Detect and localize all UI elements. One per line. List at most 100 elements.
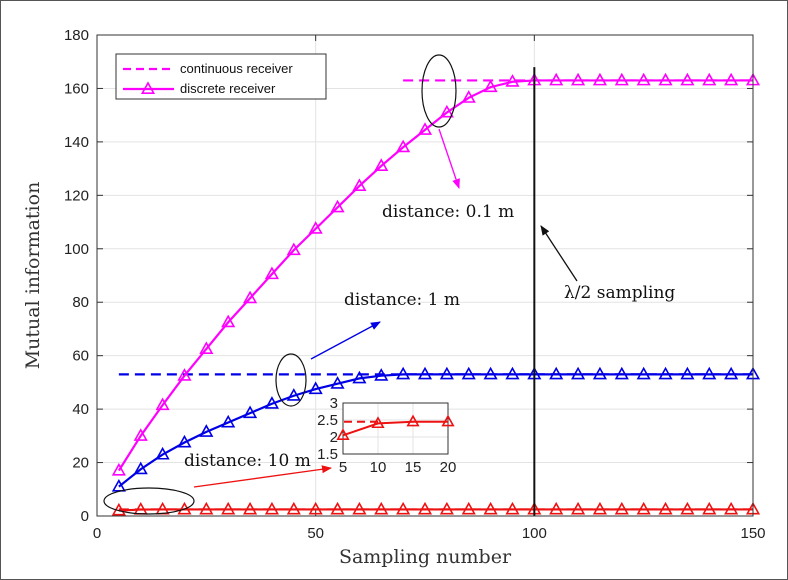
y-tick-label: 60 [72, 348, 89, 365]
data-point-marker [286, 242, 301, 256]
data-point-marker [724, 501, 739, 515]
data-point-marker [461, 501, 476, 515]
data-point-marker [461, 366, 476, 380]
inset-data-point [441, 414, 455, 427]
y-tick-label: 120 [64, 187, 89, 204]
y-tick-label: 180 [64, 27, 89, 44]
data-point-marker [439, 366, 454, 380]
annotation-label: distance: 1 m [344, 290, 460, 310]
inset-data-point [406, 414, 420, 427]
inset-data-point [336, 428, 350, 440]
data-point-marker [658, 501, 673, 515]
data-point-marker [417, 501, 433, 515]
data-point-marker [133, 461, 148, 475]
data-point-marker [680, 501, 695, 515]
legend-triangle-marker [140, 81, 156, 94]
data-point-marker [243, 290, 258, 304]
data-point-marker [177, 501, 192, 515]
data-point-marker [571, 366, 586, 380]
annotation-label: distance: 0.1 m [382, 202, 514, 222]
data-point-marker [439, 104, 454, 118]
inset-discrete-line [342, 420, 448, 437]
data-point-marker [417, 122, 433, 135]
inset-y-tick-label: 2.5 [317, 412, 338, 429]
data-point-marker [571, 72, 586, 86]
highlight-ellipse-01m [421, 54, 457, 128]
inset-x-tick-label: 10 [370, 459, 387, 476]
highlight-ellipse-1m [275, 353, 307, 407]
data-point-marker [680, 72, 695, 86]
data-point-marker [177, 368, 192, 381]
data-point-marker [133, 428, 148, 441]
discrete-receiver-line [118, 508, 753, 512]
data-point-marker [724, 366, 739, 380]
data-point-marker [352, 370, 367, 384]
data-point-marker [680, 366, 695, 380]
data-point-marker [483, 79, 498, 93]
legend-box [115, 53, 327, 100]
data-point-marker [111, 462, 126, 476]
annotation-layer: distance: 0.1 m distance: 1 m distance: 10… [103, 54, 675, 516]
data-point-marker [505, 501, 520, 515]
data-point-marker [636, 72, 651, 86]
data-point-marker [439, 501, 454, 515]
data-point-marker [658, 366, 673, 380]
arrow-sampling [540, 225, 578, 282]
data-point-marker [221, 501, 236, 515]
data-point-marker [724, 72, 739, 86]
data-point-marker [702, 501, 717, 515]
data-point-marker [264, 501, 279, 515]
data-point-marker [308, 381, 323, 395]
x-tick-label: 50 [307, 525, 324, 542]
arrow-10m [193, 465, 332, 488]
inset-y-tick-label: 2 [330, 429, 338, 446]
data-point-marker [702, 72, 717, 86]
plot-border [96, 34, 754, 517]
data-point-marker [614, 366, 629, 380]
data-point-marker [592, 366, 607, 380]
data-point-marker [221, 314, 236, 328]
inset-frame [342, 402, 449, 455]
data-point-marker [505, 366, 520, 380]
data-point-marker [549, 366, 564, 380]
data-point-marker [264, 396, 279, 409]
data-point-marker [396, 366, 411, 380]
data-point-marker [505, 74, 520, 87]
data-point-marker [264, 266, 279, 280]
data-point-marker [199, 424, 214, 437]
data-point-marker [243, 501, 258, 515]
y-axis-label: Mutual information [22, 182, 44, 370]
x-tick-label: 0 [93, 525, 101, 542]
data-point-marker [330, 199, 345, 213]
y-tick-label: 20 [72, 455, 89, 472]
arrow-1m [310, 321, 381, 360]
inset-x-tick-label: 20 [440, 459, 457, 476]
data-point-marker [330, 376, 345, 389]
data-point-marker [221, 414, 236, 428]
x-axis-label: Sampling number [339, 546, 512, 568]
y-tick-label: 0 [81, 508, 89, 525]
inset-plot: 5 10 15 20 1.522.53 [317, 395, 456, 476]
data-point-marker [702, 366, 717, 380]
data-point-marker [352, 501, 367, 515]
data-point-marker [614, 501, 629, 515]
y-tick-label: 140 [64, 134, 89, 151]
arrow-01m [438, 128, 460, 189]
data-point-marker [571, 501, 586, 515]
data-point-marker [549, 501, 564, 515]
inset-x-tick-label: 15 [405, 459, 422, 476]
data-point-marker [483, 366, 498, 380]
inset-y-tick-label: 3 [330, 395, 338, 412]
data-point-marker [286, 501, 301, 515]
series-layer [111, 72, 761, 516]
annotation-label: λ/2 sampling [564, 283, 675, 303]
data-point-marker [396, 501, 411, 515]
data-point-marker [461, 90, 476, 103]
y-tick-label: 100 [64, 241, 89, 258]
y-tick-label: 40 [72, 401, 89, 418]
data-point-marker [549, 72, 564, 86]
data-point-marker [155, 397, 170, 411]
data-point-marker [636, 501, 651, 515]
data-point-marker [374, 158, 389, 171]
